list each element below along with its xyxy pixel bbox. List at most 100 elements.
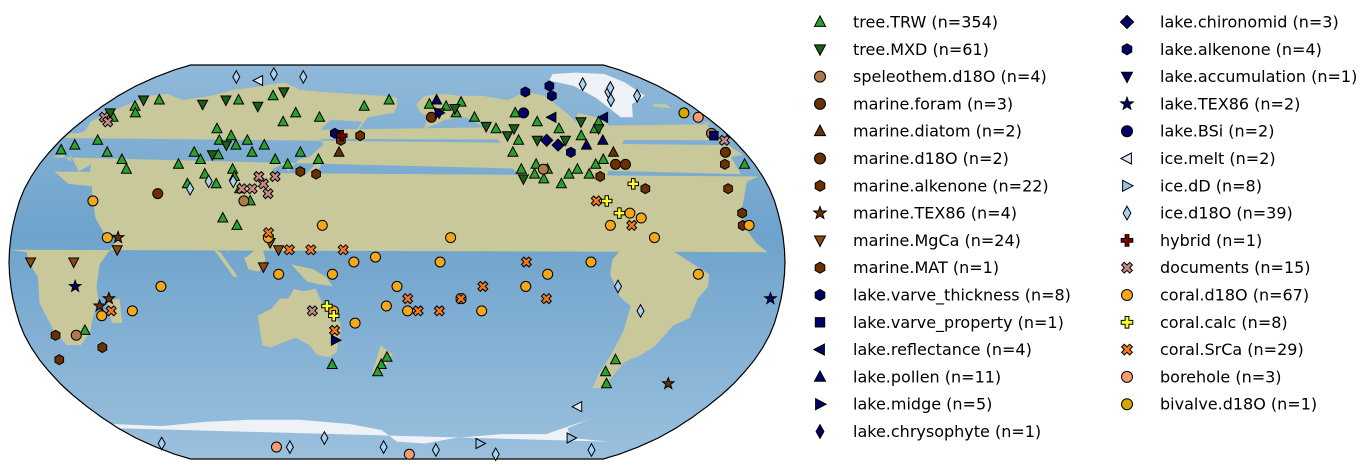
site-marker-coral-d18o xyxy=(369,251,381,263)
site-marker-marine-mgca xyxy=(272,245,285,257)
site-marker-coral-calc xyxy=(328,310,340,322)
legend-entries: tree.TRW (n=354) tree.MXD (n=61) speleothe… xyxy=(812,13,1357,441)
site-marker-tree-trw xyxy=(129,106,142,118)
site-marker-tree-trw xyxy=(226,162,239,174)
site-marker-lake-pollen xyxy=(430,93,443,105)
site-marker-tree-trw xyxy=(509,106,522,118)
site-marker-speleothem-d18o xyxy=(70,329,82,341)
site-marker-tree-trw xyxy=(358,99,371,111)
site-marker-ice-d18o xyxy=(232,69,241,85)
legend-marker-lake-alkenone xyxy=(1121,43,1133,56)
site-marker-ice-d18o xyxy=(633,88,642,104)
site-marker-lake-varve-thickness xyxy=(544,80,555,92)
site-marker-coral-srca xyxy=(105,305,117,317)
land-new-guinea xyxy=(291,264,333,287)
world-map xyxy=(8,64,786,462)
legend-marker-lake-varve-thickness xyxy=(814,288,826,302)
site-marker-tree-trw xyxy=(440,99,452,111)
site-marker-coral-calc xyxy=(627,178,639,190)
legend-entry-coral-srca: coral.SrCa (n=29) xyxy=(1120,340,1304,359)
site-marker-documents xyxy=(236,183,248,195)
site-marker-marine-d18o xyxy=(619,158,631,170)
site-marker-borehole xyxy=(270,441,282,453)
site-marker-tree-mxd xyxy=(480,121,493,133)
site-marker-tree-mxd xyxy=(559,135,572,147)
legend-marker-lake-midge xyxy=(815,397,828,411)
site-marker-marine-mgca xyxy=(257,262,270,274)
legend-entry-marine-diatom: marine.diatom (n=2) xyxy=(813,122,1022,141)
legend-label-marine-tex86: marine.TEX86 (n=4) xyxy=(853,204,1017,223)
site-marker-coral-calc xyxy=(613,207,626,219)
site-marker-lake-varve-thickness xyxy=(520,86,531,98)
site-marker-coral-calc xyxy=(321,300,333,312)
legend-marker-lake-pollen xyxy=(813,369,827,382)
site-marker-marine-alkenone xyxy=(50,329,61,341)
site-marker-tree-trw xyxy=(91,133,104,145)
legend-marker-tree-mxd xyxy=(813,44,827,57)
legend-entry-ice-melt: ice.melt (n=2) xyxy=(1119,149,1276,168)
legend-entry-hybrid: hybrid (n=1) xyxy=(1120,231,1262,250)
site-marker-ice-d18o xyxy=(636,303,645,319)
site-marker-tree-trw xyxy=(294,145,307,157)
site-marker-marine-alkenone xyxy=(311,168,321,180)
site-marker-tree-mxd xyxy=(531,135,544,147)
site-marker-coral-srca xyxy=(337,244,349,256)
site-marker-tree-trw xyxy=(269,152,282,164)
site-marker-marine-foram xyxy=(719,146,731,158)
land-sumatra xyxy=(214,249,238,277)
map-background xyxy=(9,65,785,459)
site-marker-tree-trw xyxy=(530,157,542,169)
site-marker-ice-dd xyxy=(566,432,578,444)
site-marker-marine-alkenone xyxy=(640,183,651,195)
site-marker-coral-srca xyxy=(455,292,467,305)
site-marker-tree-trw xyxy=(537,172,550,184)
site-marker-coral-d18o xyxy=(604,219,616,231)
legend-marker-coral-srca xyxy=(1120,343,1134,356)
site-marker-tree-trw xyxy=(231,218,243,230)
site-marker-coral-srca xyxy=(520,256,533,268)
legend-marker-lake-accumulation xyxy=(1120,71,1134,84)
site-marker-ice-d18o xyxy=(320,430,329,446)
legend-marker-marine-mat xyxy=(814,261,826,274)
legend-entry-marine-tex86: marine.TEX86 (n=4) xyxy=(812,204,1017,223)
legend-entry-marine-mat: marine.MAT (n=1) xyxy=(814,258,999,277)
site-marker-tree-trw xyxy=(153,93,166,105)
site-marker-coral-d18o xyxy=(635,212,647,224)
site-marker-tree-trw xyxy=(267,89,279,101)
legend-entry-ice-dd: ice.dD (n=8) xyxy=(1122,176,1262,195)
site-marker-lake-chironomid xyxy=(551,138,565,152)
site-marker-ice-d18o xyxy=(431,442,440,458)
site-marker-tree-mxd xyxy=(220,95,232,107)
site-marker-ice-melt xyxy=(252,74,264,87)
site-marker-ice-d18o xyxy=(606,92,615,108)
site-marker-coral-d18o xyxy=(96,310,108,322)
site-marker-ice-d18o xyxy=(204,174,213,189)
site-marker-coral-d18o xyxy=(273,268,285,280)
legend-label-marine-d18o: marine.d18O (n=2) xyxy=(853,149,1009,168)
site-marker-tree-trw xyxy=(277,115,289,127)
site-marker-coral-d18o xyxy=(520,280,532,292)
site-marker-borehole xyxy=(403,448,415,460)
land-madagascar xyxy=(107,298,123,324)
site-marker-documents xyxy=(718,134,730,147)
site-marker-tree-trw xyxy=(289,106,302,118)
site-marker-ice-d18o xyxy=(491,446,500,462)
site-marker-speleothem-d18o xyxy=(537,163,549,175)
site-marker-coral-calc xyxy=(601,195,613,207)
site-marker-tree-trw xyxy=(326,357,339,369)
site-marker-tree-mxd xyxy=(220,140,233,152)
site-marker-tree-trw xyxy=(313,110,326,122)
site-marker-marine-mgca xyxy=(67,257,80,269)
site-marker-marine-alkenone xyxy=(595,170,605,183)
legend-label-ice-dd: ice.dD (n=8) xyxy=(1160,176,1262,195)
legend-entry-marine-alkenone: marine.alkenone (n=22) xyxy=(814,176,1049,195)
site-marker-tree-trw xyxy=(468,110,481,122)
site-marker-tree-trw xyxy=(101,145,114,157)
legend-marker-marine-tex86 xyxy=(812,205,828,220)
legend-label-lake-alkenone: lake.alkenone (n=4) xyxy=(1160,40,1322,59)
legend-label-lake-accumulation: lake.accumulation (n=1) xyxy=(1160,67,1357,86)
site-marker-tree-trw xyxy=(375,357,388,369)
site-marker-coral-d18o xyxy=(692,268,704,280)
site-marker-tree-trw xyxy=(583,167,596,179)
site-marker-tree-trw xyxy=(172,157,185,169)
